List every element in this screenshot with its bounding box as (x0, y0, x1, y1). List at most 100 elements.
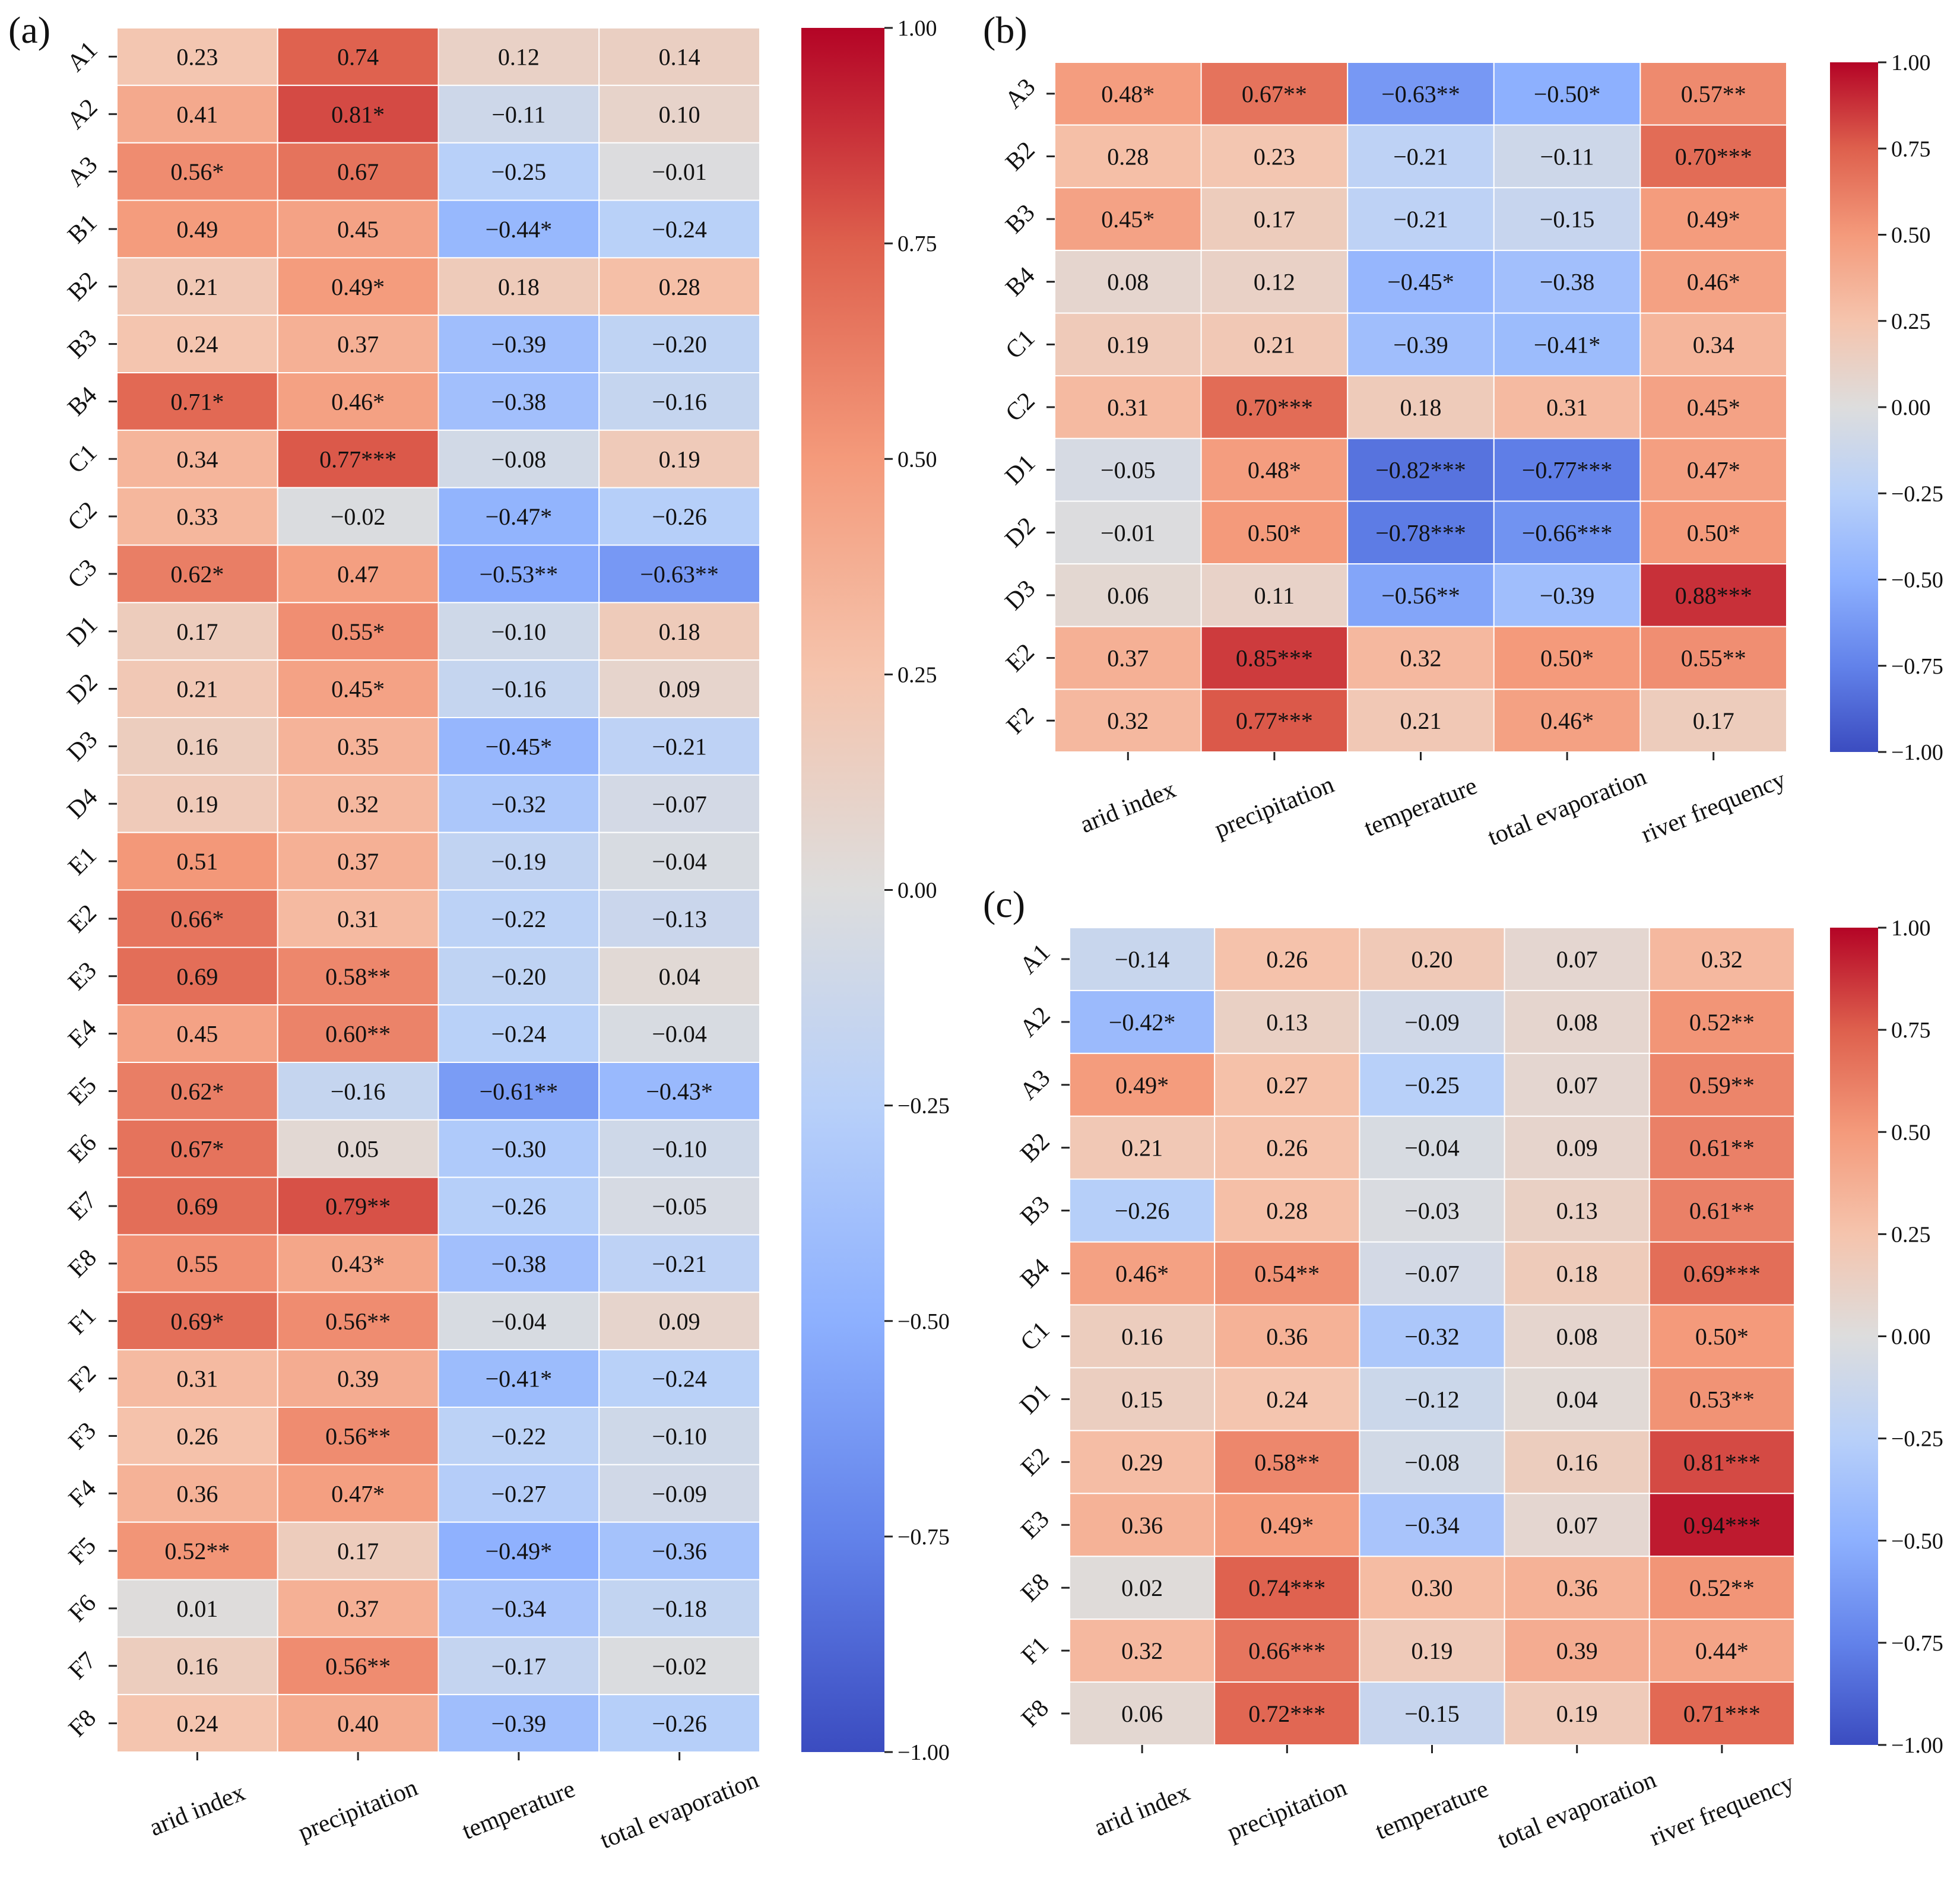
cell-value-label: −0.78*** (1375, 519, 1466, 546)
heatmap-cell (598, 1407, 760, 1465)
colorbar-tick-label: 0.00 (1891, 395, 1931, 420)
heatmap-cell (598, 199, 760, 259)
cell-value-label: 0.61** (1689, 1198, 1755, 1224)
cell-value-label: 0.57** (1681, 81, 1746, 107)
cell-value-label: −0.32 (491, 791, 547, 817)
heatmap-cell (1648, 1241, 1796, 1306)
heatmap-cell (1054, 500, 1202, 565)
row-label: C1 (1000, 325, 1040, 364)
heatmap-cell (598, 315, 760, 374)
cell-value-label: 0.47 (337, 561, 379, 588)
cell-value-label: 0.52** (1689, 1009, 1755, 1036)
cell-value-label: −0.08 (1404, 1449, 1460, 1475)
heatmap-cell (1648, 989, 1796, 1054)
cell-value-label: 0.71* (170, 388, 224, 415)
cell-value-label: −0.19 (491, 848, 547, 875)
panel-label: (a) (8, 9, 50, 51)
heatmap-cell (1648, 1430, 1796, 1494)
cell-value-label: 0.21 (1121, 1135, 1163, 1162)
cell-value-label: −0.77*** (1522, 457, 1613, 484)
heatmap-cell (1648, 1619, 1796, 1683)
heatmap-cell (116, 1636, 278, 1696)
row-label: E1 (63, 842, 102, 881)
row-label: D1 (1000, 449, 1041, 490)
cell-value-label: 0.01 (176, 1595, 218, 1622)
colorbar-tick-label: 1.00 (1891, 916, 1931, 941)
heatmap-cell (277, 27, 439, 86)
heatmap-cell (1214, 1556, 1360, 1620)
colorbar-tick-label: 0.50 (897, 447, 937, 472)
cell-value-label: −0.50* (1534, 81, 1601, 107)
cell-value-label: −0.04 (491, 1308, 547, 1335)
cell-value-label: 0.43* (331, 1251, 385, 1277)
row-label: B2 (1000, 137, 1040, 176)
heatmap-cell (1214, 1178, 1360, 1243)
cell-value-label: 0.18 (659, 618, 700, 645)
cell-value-label: 0.19 (659, 446, 700, 472)
heatmap-cell (598, 1464, 760, 1523)
colorbar-tick-label: −1.00 (1891, 1733, 1943, 1758)
heatmap-cell (598, 84, 760, 144)
cell-value-label: −0.45* (1387, 269, 1454, 296)
cell-value-label: 0.28 (659, 274, 700, 300)
cell-value-label: −0.01 (1100, 519, 1156, 546)
heatmap-cell (1504, 1430, 1650, 1494)
heatmap-cell (116, 1407, 278, 1465)
cell-value-label: 0.15 (1121, 1386, 1163, 1413)
cell-value-label: −0.12 (1404, 1386, 1460, 1413)
cell-value-label: 0.18 (1556, 1261, 1598, 1287)
cell-value-label: 0.45 (337, 216, 379, 243)
row-label: E3 (1016, 1506, 1055, 1545)
cell-value-label: 0.45* (331, 676, 385, 703)
cell-value-label: 0.26 (176, 1423, 218, 1449)
cell-value-label: 0.24 (176, 331, 218, 358)
cell-value-label: 0.46* (1540, 707, 1594, 734)
row-label: F6 (64, 1589, 102, 1627)
cell-value-label: 0.44* (1695, 1638, 1749, 1664)
cell-value-label: 0.77*** (319, 446, 397, 472)
heatmap-cell (598, 717, 760, 776)
heatmap-cell (116, 659, 278, 718)
cell-value-label: 0.16 (1121, 1324, 1163, 1350)
heatmap-cell (598, 1579, 760, 1638)
cell-value-label: 0.17 (176, 618, 218, 645)
row-label: F1 (64, 1302, 102, 1340)
cell-value-label: 0.08 (1556, 1009, 1598, 1036)
cell-value-label: −0.47* (486, 503, 553, 530)
cell-value-label: −0.26 (652, 503, 707, 530)
cell-value-label: 0.56** (325, 1308, 391, 1335)
colorbar-tick-label: 0.25 (897, 662, 937, 687)
cell-value-label: 0.36 (1121, 1512, 1163, 1538)
cell-value-label: 0.62* (170, 561, 224, 588)
cell-value-label: −0.30 (491, 1135, 547, 1162)
cell-value-label: 0.34 (176, 446, 218, 472)
heatmap-cell (277, 602, 439, 661)
cell-value-label: 0.94*** (1683, 1512, 1761, 1538)
cell-value-label: 0.51 (176, 848, 218, 875)
heatmap-cell (598, 142, 760, 201)
heatmap-cell (598, 1234, 760, 1293)
heatmap-cell (1359, 927, 1505, 991)
cell-value-label: −0.22 (491, 1423, 547, 1449)
colorbar (1830, 62, 1878, 752)
colorbar-tick-label: 0.25 (1891, 1222, 1931, 1247)
heatmap-cell (277, 1407, 439, 1465)
cell-value-label: 0.24 (176, 1711, 218, 1737)
heatmap-cell (1200, 375, 1349, 439)
cell-value-label: 0.31 (176, 1366, 218, 1392)
heatmap-panel-c: (c) −0.14 0.26 0.20 0.07 0.32 −0.42* 0.13 −0.09 0… (983, 883, 1943, 1854)
heatmap-cell (277, 1694, 439, 1753)
cell-value-label: −0.32 (1404, 1324, 1460, 1350)
cell-value-label: −0.04 (652, 1021, 707, 1048)
cell-value-label: 0.55* (331, 618, 385, 645)
column-label: precipitation (1211, 771, 1338, 843)
row-label: C1 (62, 439, 102, 479)
cell-value-label: −0.36 (652, 1538, 707, 1565)
heatmap-cell (598, 372, 760, 431)
cell-value-label: 0.50* (1248, 519, 1301, 546)
cell-value-label: −0.21 (652, 1251, 707, 1277)
heatmap-cell (598, 257, 760, 316)
heatmap-cell (1493, 688, 1641, 753)
heatmap-cell (1069, 1367, 1216, 1432)
